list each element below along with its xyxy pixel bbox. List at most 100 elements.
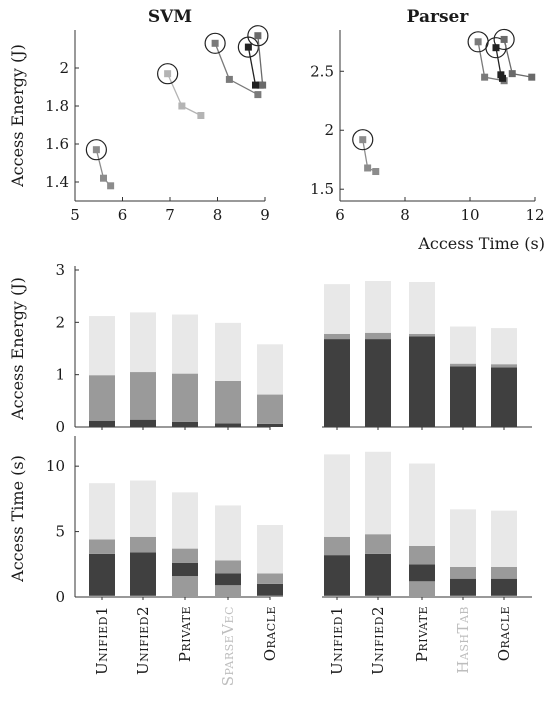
energy-bars-bar-segment <box>130 419 156 427</box>
parser-scatter-title: Parser <box>407 7 470 27</box>
time-bars-bar-segment <box>409 581 435 597</box>
svm-scatter-series-line <box>257 35 264 86</box>
svm-scatter-highlight-circle <box>204 32 226 54</box>
category-label: Private <box>413 606 431 662</box>
time-bars-bar-segment <box>172 562 198 577</box>
parser-scatter-chart: Parser 6 8 10 12 1.5 2 2.5 Access Time (s) <box>310 7 545 253</box>
energy-bars-bar-segment <box>409 336 435 427</box>
svm-scatter-data-point <box>92 146 100 154</box>
time-bars-bar-segment <box>172 576 198 597</box>
svm-scatter-data-point <box>252 81 259 89</box>
svm-scatter-x-tick-label: 9 <box>260 206 270 224</box>
time-bars-bar-segment <box>324 555 350 596</box>
time-bars-bar-segment <box>491 510 517 567</box>
svm-scatter-highlight-circle <box>247 25 269 47</box>
energy-bars-bar-segment <box>491 367 517 427</box>
svm-scatter-series-line <box>247 46 261 86</box>
energy-bars-bar-segment <box>215 322 241 381</box>
energy-bars-bar-segment <box>409 333 435 337</box>
energy-bars-bar-segment <box>172 314 198 374</box>
parser-scatter-y-tick-label: 2.5 <box>310 62 334 80</box>
energy-bars-bar-segment <box>450 366 476 427</box>
parser-scatter-highlight-circle <box>352 129 374 151</box>
time-bars-bar-segment <box>450 566 476 579</box>
time-bars-y-tick-label: 10 <box>46 457 65 475</box>
parser-scatter-data-point <box>528 73 536 81</box>
time-bars-bar-segment <box>215 560 241 574</box>
svm-scatter-data-point <box>164 70 172 78</box>
svm-scatter-x-tick-label: 5 <box>70 206 80 224</box>
time-bars-y-tick-label: 5 <box>55 523 65 541</box>
energy-bars-bar-segment <box>89 316 115 376</box>
time-bars-bar-segment <box>172 548 198 563</box>
parser-scatter-data-point <box>364 164 372 172</box>
svm-scatter-data-point <box>225 75 233 83</box>
svm-scatter-data-point <box>107 182 115 190</box>
energy-bars-bar-segment <box>89 420 115 427</box>
energy-bar-chart: 0 1 2 3 Access Energy (J) <box>8 261 532 436</box>
parser-scatter-data-point <box>508 70 516 78</box>
time-bars-bar-segment <box>491 578 517 596</box>
time-bars-bar-segment <box>215 585 241 597</box>
svm-scatter-x-tick-label: 7 <box>165 206 175 224</box>
energy-bars-bar-segment <box>491 364 517 368</box>
time-bars-bar-segment <box>409 463 435 546</box>
svm-scatter-y-tick-label: 1.4 <box>45 173 69 191</box>
category-label: Unified1 <box>93 606 111 675</box>
energy-bars-bar-segment <box>409 282 435 334</box>
time-bars-bar-segment <box>365 534 391 554</box>
time-bars-y-tick-label: 0 <box>55 588 65 606</box>
time-bars-y-label: Access Time (s) <box>8 455 27 583</box>
svm-scatter-y-tick-label: 1.8 <box>45 97 69 115</box>
category-labels: Unified1 Unified2 Private SparseVec Oracle Un… <box>93 606 513 686</box>
energy-bars-y-tick-label: 0 <box>55 418 65 436</box>
parser-scatter-data-point <box>492 44 500 52</box>
parser-scatter-series-line <box>503 39 532 78</box>
time-bars-bar-segment <box>450 595 476 597</box>
time-bars-bar-segment <box>257 595 283 597</box>
time-bars-bar-segment <box>365 595 391 597</box>
time-bars-bar-segment <box>130 552 156 596</box>
parser-scatter-highlight-circle <box>493 28 515 51</box>
svm-scatter-data-point <box>254 91 262 99</box>
time-bars-bar-segment <box>450 509 476 567</box>
category-label: Unified2 <box>369 606 387 675</box>
svm-scatter-data-point <box>254 32 262 40</box>
parser-scatter-data-point <box>497 71 505 79</box>
energy-bars-bar-segment <box>324 339 350 427</box>
energy-bars-bar-segment <box>215 423 241 427</box>
energy-bars-bar-segment <box>172 373 198 422</box>
time-bars-bar-segment <box>409 564 435 582</box>
svm-scatter-data-point <box>178 102 186 110</box>
category-label: SparseVec <box>219 606 237 686</box>
time-bars-bar-segment <box>324 454 350 537</box>
energy-bars-bar-segment <box>365 280 391 333</box>
time-bars-bar-segment <box>409 545 435 565</box>
svm-scatter-data-point <box>211 39 219 47</box>
time-bars-bar-segment <box>491 566 517 579</box>
parser-scatter-y-tick-label: 1.5 <box>310 180 334 198</box>
energy-bars-bar-segment <box>324 333 350 340</box>
svm-scatter-data-point <box>197 112 205 119</box>
energy-bars-bar-segment <box>450 326 476 364</box>
time-bars-bar-segment <box>324 536 350 556</box>
time-bars-bar-segment <box>491 595 517 597</box>
time-bars-bar-segment <box>130 480 156 537</box>
energy-bars-bar-segment <box>365 332 391 340</box>
energy-bars-y-tick-label: 3 <box>55 261 65 279</box>
category-label: Oracle <box>261 606 279 661</box>
parser-scatter-data-point <box>481 73 489 81</box>
parser-scatter-x-tick-label: 8 <box>400 206 410 224</box>
time-bars-bar-segment <box>257 583 283 596</box>
parser-scatter-x-tick-label: 10 <box>460 206 479 224</box>
svm-scatter-y-tick-label: 1.6 <box>45 135 69 153</box>
svm-scatter-chart: SVM 5 6 7 8 9 1.4 1.6 1.8 2 Access Energy (J) <box>8 7 270 224</box>
time-bars-bar-segment <box>89 595 115 597</box>
time-bars-bar-segment <box>130 595 156 597</box>
category-label: HashTab <box>454 606 472 674</box>
svm-scatter-highlight-circle <box>157 63 179 85</box>
svm-scatter-data-point <box>244 43 252 51</box>
time-bars-bar-segment <box>215 505 241 561</box>
parser-scatter-x-tick-label: 12 <box>525 206 544 224</box>
